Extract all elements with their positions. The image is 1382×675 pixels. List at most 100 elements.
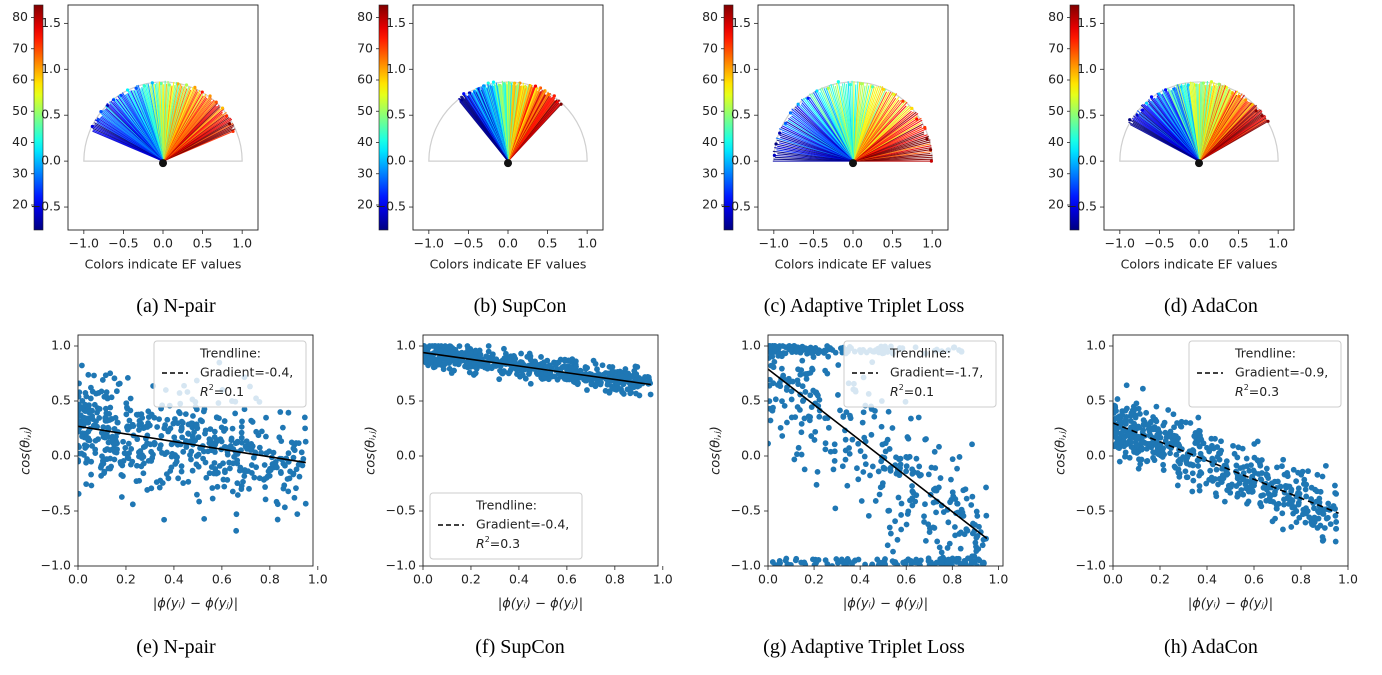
data-point (628, 389, 634, 395)
x-tick-label: 0.8 (260, 572, 280, 587)
data-point (496, 376, 502, 382)
data-point (535, 371, 541, 377)
data-point (952, 524, 958, 530)
ray-endpoint (789, 111, 792, 114)
x-tick-label: 0.5 (193, 236, 213, 251)
data-point (812, 562, 818, 568)
data-point (441, 366, 447, 372)
y-tick-label: −0.5 (721, 199, 751, 214)
data-point (113, 415, 119, 421)
data-point (1232, 451, 1238, 457)
ray-endpoint (778, 131, 781, 134)
data-point (1176, 466, 1182, 472)
data-point (143, 424, 149, 430)
data-point (92, 447, 98, 453)
data-point (769, 354, 775, 360)
data-point (913, 557, 919, 563)
data-point (154, 424, 160, 430)
ray-endpoint (923, 126, 926, 129)
data-point (104, 389, 110, 395)
data-point (1275, 479, 1281, 485)
data-point (855, 441, 861, 447)
data-point (1117, 459, 1123, 465)
data-point (1183, 458, 1189, 464)
data-point (102, 415, 108, 421)
x-tick-label: 0.6 (557, 572, 577, 587)
caption-b: (b) SupCon (474, 295, 567, 318)
data-point (1318, 489, 1324, 495)
x-tick-label: −1.0 (759, 236, 789, 251)
y-tick-label: 1.5 (386, 15, 406, 30)
data-point (448, 344, 454, 350)
data-point (1258, 493, 1264, 499)
data-point (176, 409, 182, 415)
data-point (76, 380, 82, 386)
data-point (257, 445, 263, 451)
data-point (428, 359, 434, 365)
data-point (285, 488, 291, 494)
data-point (882, 556, 888, 562)
data-point (843, 437, 849, 443)
data-point (1279, 510, 1285, 516)
y-tick-label: 0.0 (41, 153, 61, 168)
data-point (239, 430, 245, 436)
data-point (867, 473, 873, 479)
data-point (896, 495, 902, 501)
origin-marker (159, 159, 167, 167)
y-tick-label: −0.5 (1076, 503, 1106, 518)
data-point (1318, 523, 1324, 529)
data-point (894, 471, 900, 477)
data-point (238, 486, 244, 492)
data-point (969, 441, 975, 447)
data-point (291, 471, 297, 477)
x-tick-label: 0.4 (850, 572, 870, 587)
data-point (91, 373, 97, 379)
data-point (866, 513, 872, 519)
data-point (828, 449, 834, 455)
data-point (799, 452, 805, 458)
data-point (956, 531, 962, 537)
data-point (898, 527, 904, 533)
data-point (1217, 457, 1223, 463)
data-point (126, 455, 132, 461)
data-point (904, 463, 910, 469)
data-point (945, 545, 951, 551)
data-point (1301, 477, 1307, 483)
y-tick-label: −0.5 (386, 503, 416, 518)
data-point (253, 464, 259, 470)
colorbar-tick-label: 40 (12, 134, 28, 149)
data-point (467, 370, 473, 376)
colorbar-tick-label: 70 (357, 40, 373, 55)
data-point (79, 363, 85, 369)
data-point (796, 445, 802, 451)
data-point (799, 429, 805, 435)
data-point (938, 475, 944, 481)
data-point (465, 343, 471, 349)
data-point (1293, 494, 1299, 500)
data-point (1195, 415, 1201, 421)
data-point (833, 556, 839, 562)
data-point (1316, 509, 1322, 515)
data-point (886, 508, 892, 514)
data-point (1290, 505, 1296, 511)
data-point (937, 544, 943, 550)
x-tick-label: 0.8 (1291, 572, 1311, 587)
colorbar-tick-label: 60 (357, 72, 373, 87)
data-point (215, 484, 221, 490)
data-point (948, 477, 954, 483)
data-point (931, 487, 937, 493)
data-point (502, 355, 508, 361)
data-point (164, 417, 170, 423)
data-point (196, 499, 202, 505)
data-point (179, 469, 185, 475)
data-point (929, 465, 935, 471)
data-point (923, 436, 929, 442)
data-point (175, 475, 181, 481)
data-point (1320, 474, 1326, 480)
origin-marker (1195, 159, 1203, 167)
x-axis-label: Colors indicate EF values (1121, 257, 1278, 272)
data-point (251, 475, 257, 481)
colorbar-tick-label: 30 (702, 165, 718, 180)
